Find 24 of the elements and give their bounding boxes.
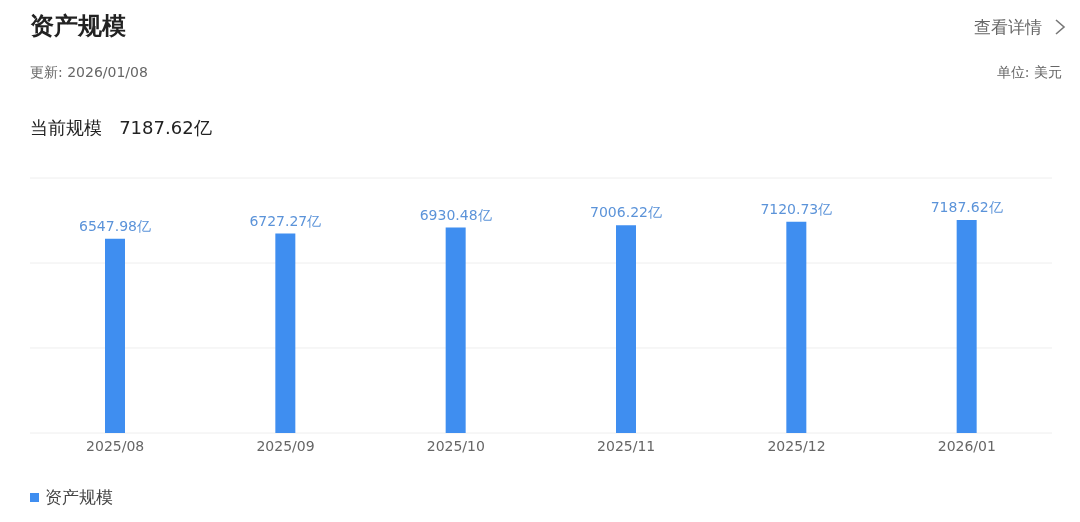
x-tick-label: 2025/12: [767, 437, 826, 454]
x-tick-label: 2025/09: [256, 437, 315, 454]
bar: [445, 227, 466, 433]
data-label: 7006.22亿: [590, 204, 662, 221]
x-tick-label: 2025/11: [597, 437, 656, 454]
chart-title: 资产规模: [30, 11, 126, 42]
x-tick-label: 2025/10: [426, 437, 485, 454]
data-label: 6930.48亿: [419, 206, 492, 223]
bar: [105, 238, 125, 433]
data-label: 6727.27亿: [249, 212, 322, 229]
data-label: 7120.73亿: [760, 200, 833, 217]
text: 更新: 2026/01/08: [30, 64, 148, 82]
text: 当前规模 7187.62亿: [30, 116, 212, 140]
legend-label: 资产规模: [45, 486, 113, 509]
x-tick-label: 2026/01: [937, 437, 996, 454]
text: 查看详情: [974, 16, 1042, 39]
bar: [275, 233, 296, 433]
bar: [786, 221, 807, 433]
bar: [956, 219, 977, 433]
data-label: 6547.98亿: [79, 217, 151, 234]
text: 单位: 美元: [996, 64, 1062, 82]
x-tick-label: 2025/08: [86, 437, 145, 454]
bar: [616, 225, 636, 433]
data-label: 7187.62亿: [930, 198, 1003, 215]
